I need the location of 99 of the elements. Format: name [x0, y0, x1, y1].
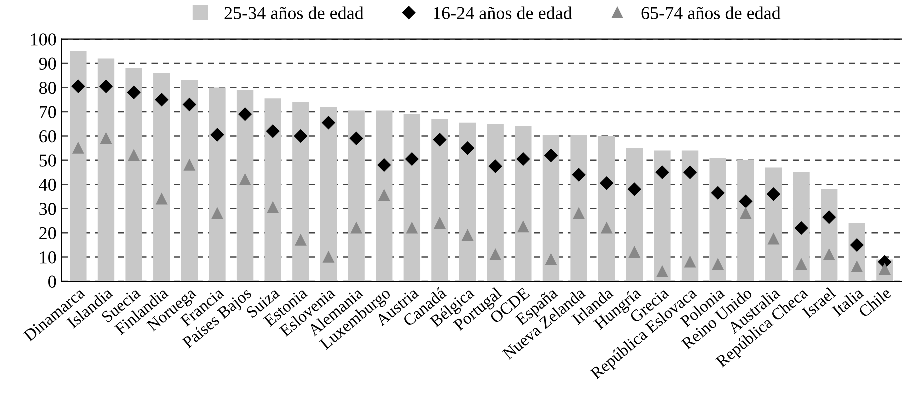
point — [128, 150, 140, 162]
point — [656, 266, 668, 278]
point — [712, 259, 724, 270]
point — [768, 234, 780, 245]
bar — [793, 172, 810, 282]
y-tick-label: 80 — [40, 82, 56, 94]
point — [100, 80, 113, 94]
point — [462, 230, 474, 242]
y-tick-label: 40 — [39, 178, 56, 192]
bar — [292, 102, 310, 282]
point — [155, 93, 168, 106]
legend-label: 25-34 años de edad — [224, 6, 364, 20]
point — [184, 160, 196, 171]
point — [629, 246, 640, 258]
point — [852, 261, 863, 273]
bar — [154, 73, 170, 282]
bar — [626, 148, 643, 282]
point — [712, 186, 725, 200]
point — [266, 124, 280, 138]
bar — [738, 160, 754, 282]
point — [378, 158, 391, 172]
y-tick-label: 70 — [40, 106, 56, 118]
point — [72, 142, 84, 154]
y-tick-label: 100 — [31, 34, 56, 46]
y-tick-label: 20 — [40, 227, 56, 240]
point — [127, 86, 141, 100]
point — [238, 108, 252, 121]
point — [294, 130, 308, 143]
point — [573, 208, 585, 220]
bar — [126, 68, 142, 282]
point — [490, 249, 502, 260]
point — [489, 160, 502, 174]
point — [656, 166, 670, 180]
point — [323, 252, 334, 263]
point — [516, 152, 530, 166]
bar — [682, 150, 699, 282]
point — [684, 166, 697, 180]
point — [518, 221, 529, 233]
point — [684, 256, 696, 268]
point — [268, 202, 279, 214]
bar — [570, 134, 588, 282]
point — [433, 133, 447, 146]
point — [601, 222, 612, 234]
bar — [404, 114, 421, 282]
y-tick-label: 10 — [40, 252, 56, 264]
bar — [348, 110, 365, 282]
point — [600, 176, 614, 190]
bar — [376, 110, 393, 282]
point — [544, 148, 558, 162]
point — [739, 195, 752, 208]
point — [461, 142, 474, 155]
point — [740, 208, 752, 220]
bar — [236, 90, 254, 282]
bar — [710, 158, 726, 282]
point — [240, 174, 251, 186]
legend-label: 65-74 años de edad — [642, 6, 781, 20]
point — [546, 254, 557, 266]
bar — [487, 124, 504, 282]
bar — [181, 80, 198, 282]
point — [210, 128, 224, 142]
point — [850, 238, 864, 252]
point — [183, 98, 196, 112]
bar — [654, 150, 671, 282]
point — [350, 132, 364, 146]
point — [212, 208, 224, 220]
point — [572, 168, 586, 182]
bar — [320, 107, 338, 282]
y-tick-label: 90 — [39, 58, 56, 70]
y-tick-label: 60 — [40, 130, 56, 143]
point — [767, 188, 780, 201]
bar — [542, 134, 560, 282]
point — [295, 234, 306, 246]
point — [156, 194, 168, 205]
point — [434, 218, 446, 229]
bar — [98, 58, 115, 282]
point — [796, 259, 808, 270]
point — [350, 222, 362, 234]
point — [628, 182, 642, 196]
bar — [432, 119, 448, 282]
bar — [765, 168, 782, 282]
bar — [70, 51, 87, 282]
bar — [515, 126, 532, 282]
point — [406, 222, 418, 234]
bar — [209, 88, 226, 282]
y-tick-label: 50 — [40, 154, 56, 167]
point — [406, 152, 419, 166]
point — [72, 80, 86, 94]
point — [378, 190, 390, 202]
point — [794, 222, 808, 235]
bar — [264, 98, 282, 282]
y-tick-label: 30 — [40, 203, 56, 216]
point — [322, 116, 336, 130]
point — [822, 210, 836, 224]
point — [100, 133, 112, 144]
bar — [598, 136, 616, 282]
point — [824, 249, 835, 260]
legend-label: 16-24 años de edad — [434, 6, 572, 20]
y-tick-label: 0 — [48, 276, 56, 288]
bar — [459, 122, 476, 282]
